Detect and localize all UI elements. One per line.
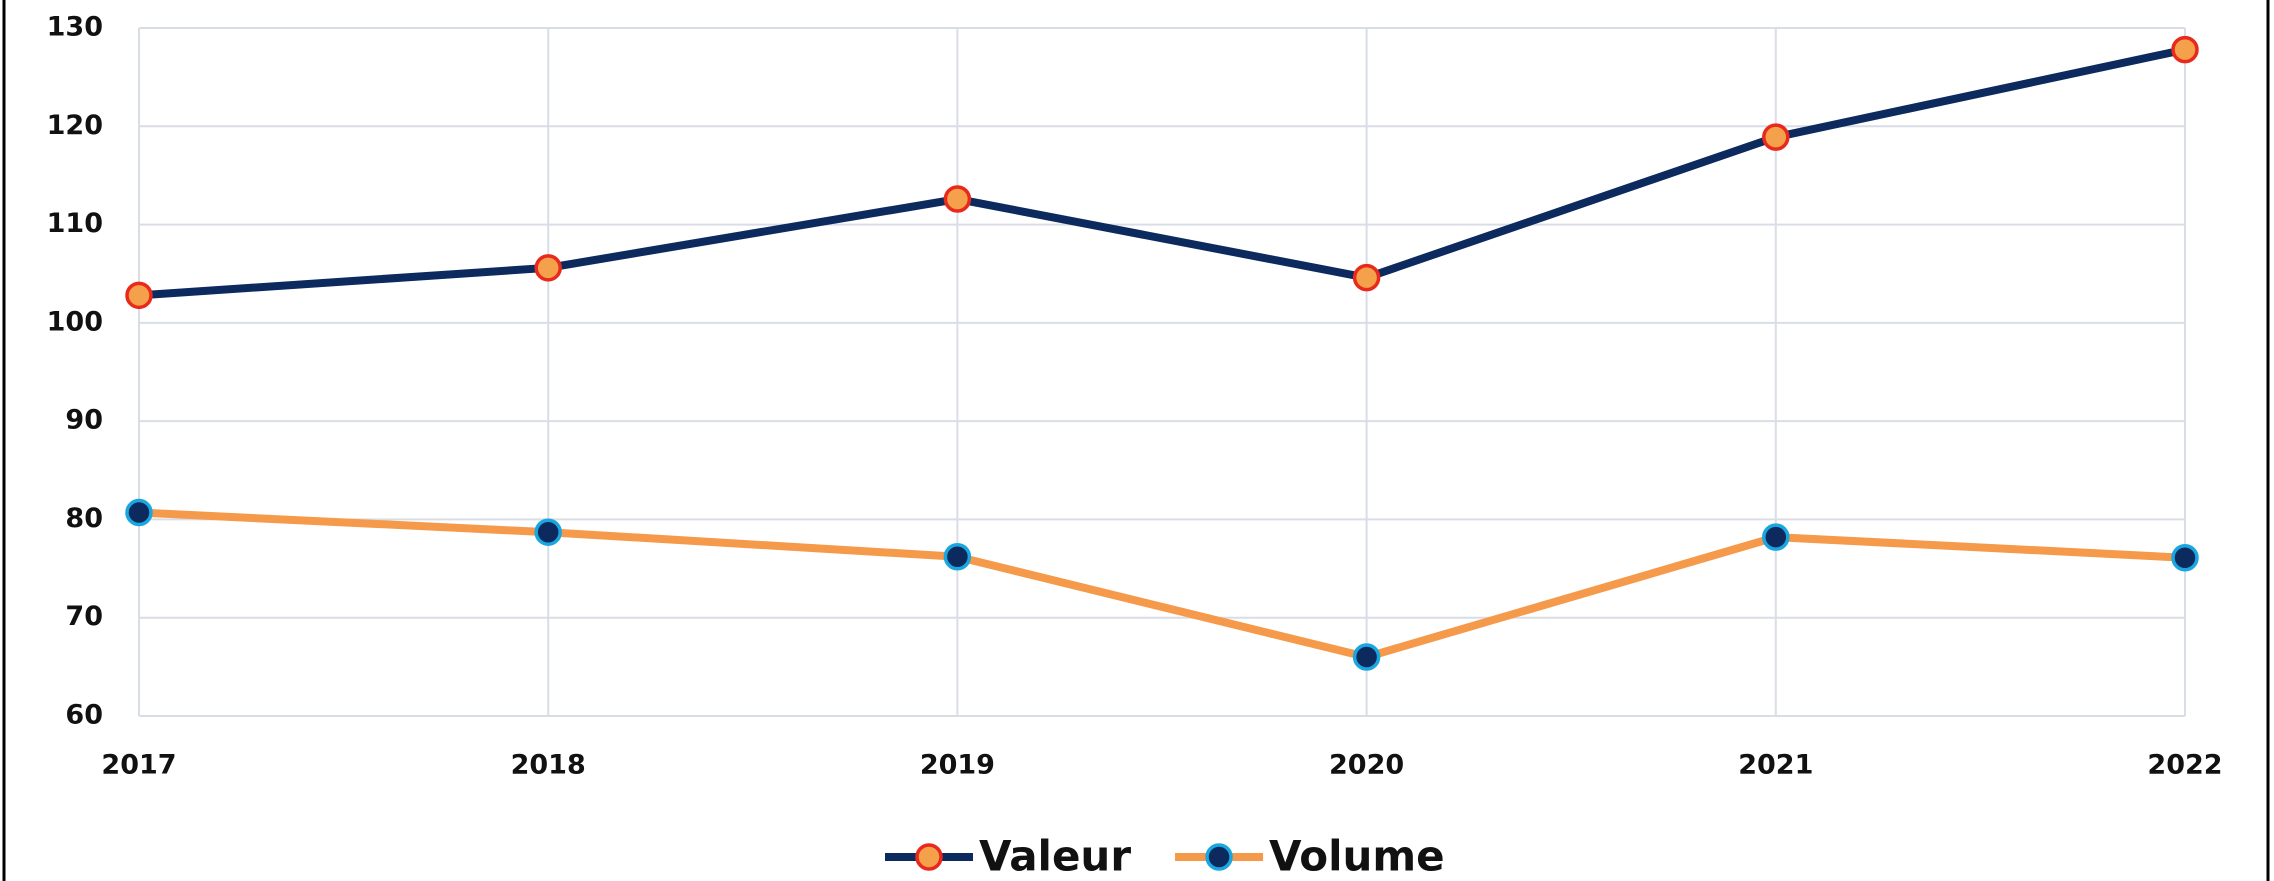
legend-marker: [915, 843, 943, 871]
marker: [1762, 123, 1790, 151]
x-tick-label: 2018: [511, 750, 586, 781]
series-line: [138, 45, 2186, 300]
y-tick-label: 90: [65, 405, 103, 436]
x-tick-label: 2020: [1329, 750, 1404, 781]
x-tick-label: 2021: [1738, 750, 1813, 781]
marker: [943, 185, 972, 213]
y-tick-label: 80: [65, 503, 103, 534]
x-tick-label: 2017: [101, 750, 176, 781]
legend-marker: [1205, 843, 1233, 871]
y-tick-label: 110: [47, 208, 103, 239]
series-line: [138, 508, 2186, 662]
marker: [943, 543, 972, 571]
marker: [2171, 544, 2199, 572]
marker: [1352, 643, 1381, 671]
marker: [1352, 263, 1381, 292]
x-tick-label: 2019: [920, 750, 995, 781]
marker: [125, 281, 153, 310]
x-tick-label: 2022: [2147, 750, 2222, 781]
y-tick-label: 60: [65, 700, 103, 731]
y-tick-label: 100: [47, 306, 103, 337]
y-tick-label: 130: [47, 12, 103, 43]
marker: [125, 498, 153, 527]
y-tick-label: 70: [65, 601, 103, 632]
marker: [534, 254, 562, 282]
marker: [534, 518, 562, 546]
marker: [1762, 523, 1790, 551]
y-tick-label: 120: [47, 110, 103, 141]
marker: [2171, 35, 2199, 64]
legend-label: Valeur: [979, 832, 1131, 881]
legend-label: Volume: [1269, 832, 1445, 881]
